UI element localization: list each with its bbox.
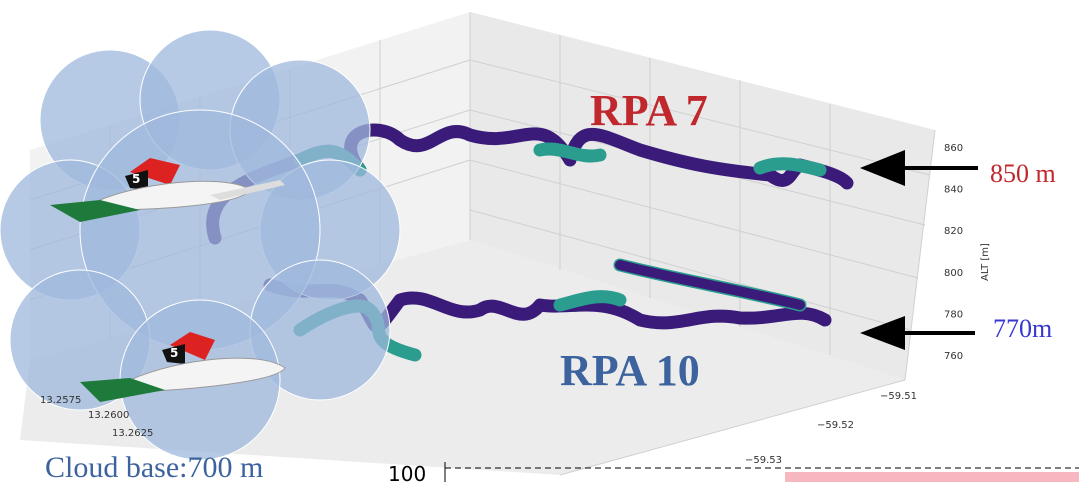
side-pane xyxy=(470,12,935,380)
rpa10-label: RPA 10 xyxy=(560,346,700,395)
lat-tick-label: 13.2575 xyxy=(40,395,81,406)
lower-panel-tick: 100 xyxy=(388,462,426,482)
aircraft-upper xyxy=(50,158,285,222)
tail-number: 5 xyxy=(132,172,140,186)
arrows xyxy=(860,150,978,350)
alt-tick-label: 840 xyxy=(944,185,963,196)
rpa10-track-upper xyxy=(615,260,805,310)
lon-tick-label: −59.51 xyxy=(880,391,917,402)
cloud xyxy=(0,29,401,461)
alt-tick-label: 820 xyxy=(944,226,963,237)
cloud-base-label: Cloud base:700 m xyxy=(45,451,263,482)
rpa7-label: RPA 7 xyxy=(590,86,708,135)
lon-tick-label: −59.53 xyxy=(745,455,782,466)
lat-tick-label: 13.2625 xyxy=(112,428,153,439)
alt-tick-label: 800 xyxy=(944,268,963,279)
lon-tick-label: −59.52 xyxy=(817,420,854,431)
alt-850-label: 850 m xyxy=(990,159,1056,188)
alt-tick-label: 780 xyxy=(944,309,963,320)
alt-770-label: 770m xyxy=(993,314,1052,343)
alt-tick-label: 860 xyxy=(944,143,963,154)
tail-number: 5 xyxy=(170,346,178,360)
aircraft-lower xyxy=(80,332,286,402)
alt-tick-label: 760 xyxy=(944,351,963,362)
tick-labels: 860 840 820 800 780 760 −59.51 −59.52 −59.53 13.2… xyxy=(40,143,963,466)
lat-tick-label: 13.2600 xyxy=(88,410,129,421)
lower-panel-bars xyxy=(785,472,1079,482)
alt-axis-label: ALT [m] xyxy=(980,243,991,281)
